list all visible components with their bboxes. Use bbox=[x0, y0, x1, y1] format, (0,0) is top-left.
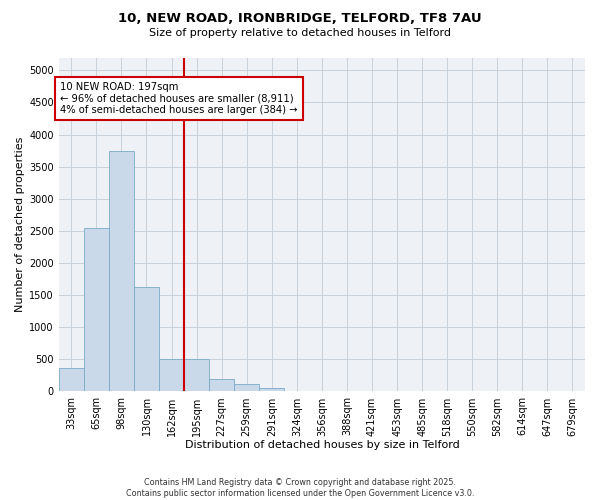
Bar bbox=[134, 288, 159, 392]
Text: Contains HM Land Registry data © Crown copyright and database right 2025.
Contai: Contains HM Land Registry data © Crown c… bbox=[126, 478, 474, 498]
Bar bbox=[159, 360, 184, 392]
Bar bbox=[59, 368, 84, 392]
Bar bbox=[209, 379, 234, 392]
Text: 10 NEW ROAD: 197sqm
← 96% of detached houses are smaller (8,911)
4% of semi-deta: 10 NEW ROAD: 197sqm ← 96% of detached ho… bbox=[60, 82, 298, 115]
Bar bbox=[109, 150, 134, 392]
Y-axis label: Number of detached properties: Number of detached properties bbox=[15, 137, 25, 312]
Bar bbox=[184, 360, 209, 392]
Bar bbox=[84, 228, 109, 392]
Bar bbox=[259, 388, 284, 392]
Text: Size of property relative to detached houses in Telford: Size of property relative to detached ho… bbox=[149, 28, 451, 38]
Bar bbox=[234, 384, 259, 392]
X-axis label: Distribution of detached houses by size in Telford: Distribution of detached houses by size … bbox=[185, 440, 459, 450]
Text: 10, NEW ROAD, IRONBRIDGE, TELFORD, TF8 7AU: 10, NEW ROAD, IRONBRIDGE, TELFORD, TF8 7… bbox=[118, 12, 482, 26]
